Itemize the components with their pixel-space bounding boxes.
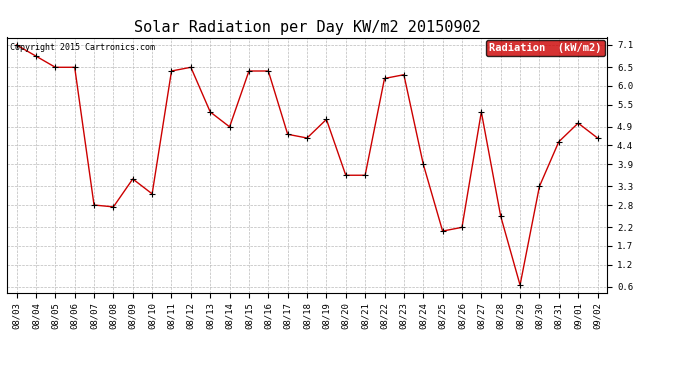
Text: Copyright 2015 Cartronics.com: Copyright 2015 Cartronics.com <box>10 43 155 52</box>
Legend: Radiation  (kW/m2): Radiation (kW/m2) <box>486 40 605 56</box>
Title: Solar Radiation per Day KW/m2 20150902: Solar Radiation per Day KW/m2 20150902 <box>134 20 480 35</box>
